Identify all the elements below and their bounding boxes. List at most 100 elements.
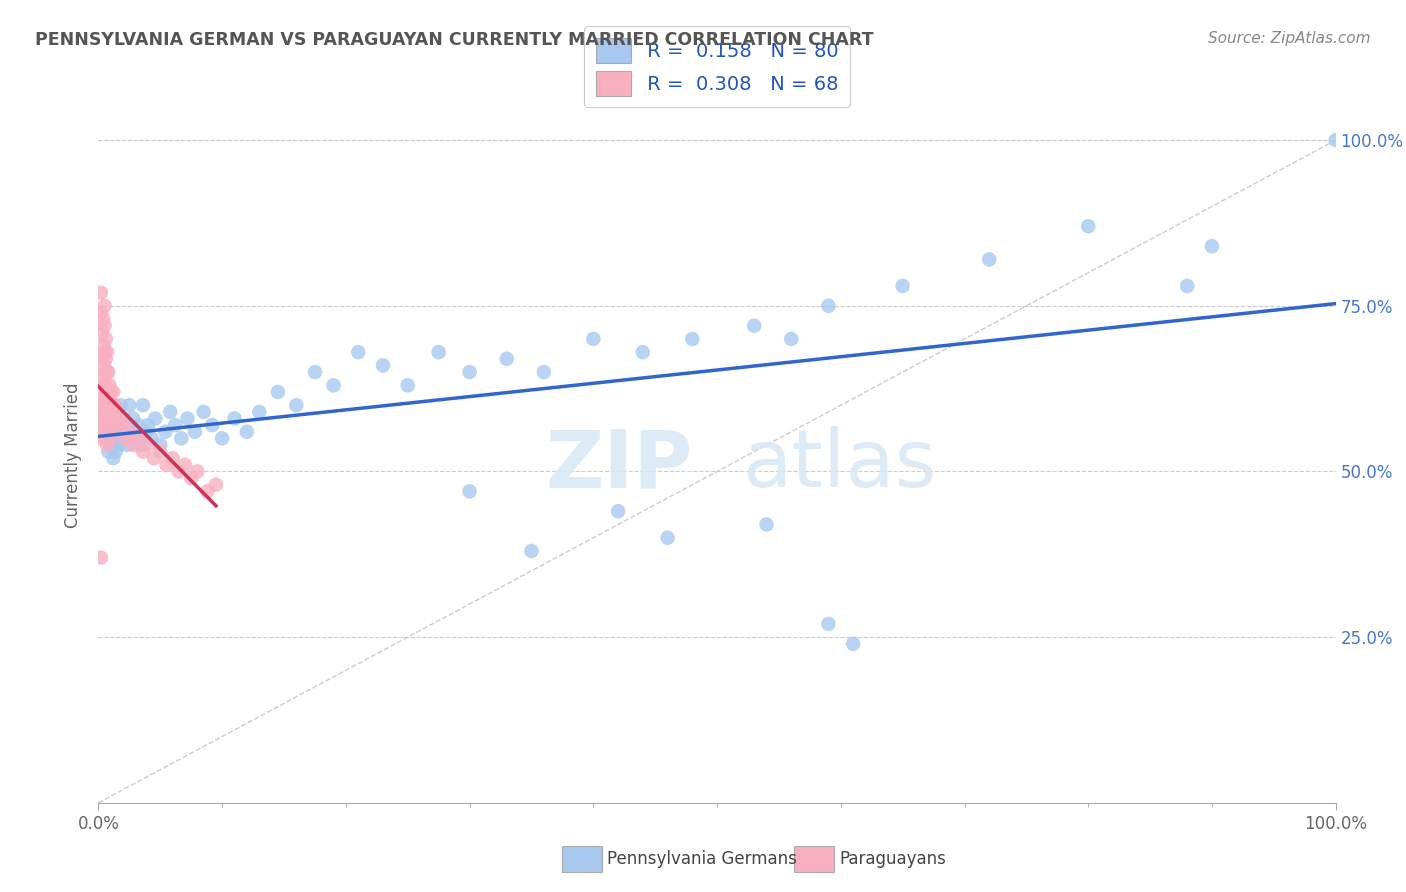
Point — [186, 465, 208, 479]
Point — [211, 431, 233, 445]
Point — [93, 431, 115, 445]
Point — [89, 425, 111, 439]
Point — [93, 425, 115, 439]
Point — [107, 418, 129, 433]
Point — [103, 384, 125, 399]
Point — [110, 398, 132, 412]
Point — [96, 438, 118, 452]
Point — [174, 458, 197, 472]
Point — [94, 351, 117, 366]
Point — [155, 458, 177, 472]
Point — [101, 411, 124, 425]
Point — [201, 418, 224, 433]
Point — [105, 405, 128, 419]
Point — [115, 438, 138, 452]
Point — [141, 431, 163, 445]
Point — [100, 438, 122, 452]
Point — [124, 431, 146, 445]
Point — [97, 444, 120, 458]
Point — [93, 359, 115, 373]
Point — [96, 345, 118, 359]
Point — [195, 484, 218, 499]
Point — [96, 398, 118, 412]
Point — [94, 332, 117, 346]
Point — [607, 504, 630, 518]
Point — [101, 398, 124, 412]
Point — [127, 431, 149, 445]
Point — [112, 411, 135, 425]
Point — [91, 372, 114, 386]
Point — [107, 418, 129, 433]
Point — [122, 411, 145, 425]
Point — [165, 418, 187, 433]
Point — [101, 431, 124, 445]
Point — [98, 405, 121, 419]
Point — [657, 531, 679, 545]
Point — [93, 299, 115, 313]
Point — [136, 418, 159, 433]
Point — [91, 411, 114, 425]
Point — [427, 345, 450, 359]
Point — [184, 425, 207, 439]
Point — [98, 378, 121, 392]
Point — [143, 411, 166, 425]
Point — [97, 418, 120, 433]
Point — [347, 345, 370, 359]
Point — [94, 398, 117, 412]
Point — [104, 425, 127, 439]
Point — [742, 318, 765, 333]
Point — [129, 438, 152, 452]
Point — [93, 338, 115, 352]
Point — [817, 299, 839, 313]
Point — [817, 616, 839, 631]
Point — [520, 544, 543, 558]
Point — [170, 431, 193, 445]
Point — [96, 365, 118, 379]
Point — [93, 318, 115, 333]
Point — [371, 359, 394, 373]
Text: ZIP: ZIP — [546, 426, 692, 504]
Point — [89, 411, 111, 425]
Point — [396, 378, 419, 392]
Point — [103, 398, 125, 412]
Point — [94, 378, 117, 392]
Point — [103, 418, 125, 433]
Point — [149, 438, 172, 452]
Point — [90, 305, 112, 319]
Point — [112, 431, 135, 445]
Point — [89, 431, 111, 445]
Point — [93, 411, 115, 425]
Point — [458, 365, 481, 379]
Point — [159, 405, 181, 419]
Point — [136, 438, 159, 452]
Point — [979, 252, 1001, 267]
Text: PENNSYLVANIA GERMAN VS PARAGUAYAN CURRENTLY MARRIED CORRELATION CHART: PENNSYLVANIA GERMAN VS PARAGUAYAN CURREN… — [35, 31, 873, 49]
Point — [118, 425, 141, 439]
Point — [108, 438, 131, 452]
Point — [458, 484, 481, 499]
Point — [267, 384, 290, 399]
Point — [105, 431, 128, 445]
Point — [122, 438, 145, 452]
Point — [149, 444, 172, 458]
Point — [180, 471, 202, 485]
Point — [104, 444, 127, 458]
Point — [582, 332, 605, 346]
Point — [96, 392, 118, 406]
Point — [322, 378, 344, 392]
Point — [94, 425, 117, 439]
Point — [96, 431, 118, 445]
Point — [100, 411, 122, 425]
Point — [103, 451, 125, 466]
Point — [111, 425, 134, 439]
Point — [224, 411, 246, 425]
Text: atlas: atlas — [742, 426, 936, 504]
Point — [104, 418, 127, 433]
Point — [112, 418, 135, 433]
Point — [132, 444, 155, 458]
Point — [114, 418, 136, 433]
Point — [162, 451, 184, 466]
Point — [114, 431, 136, 445]
Text: Pennsylvania Germans: Pennsylvania Germans — [607, 850, 797, 868]
Point — [495, 351, 517, 366]
